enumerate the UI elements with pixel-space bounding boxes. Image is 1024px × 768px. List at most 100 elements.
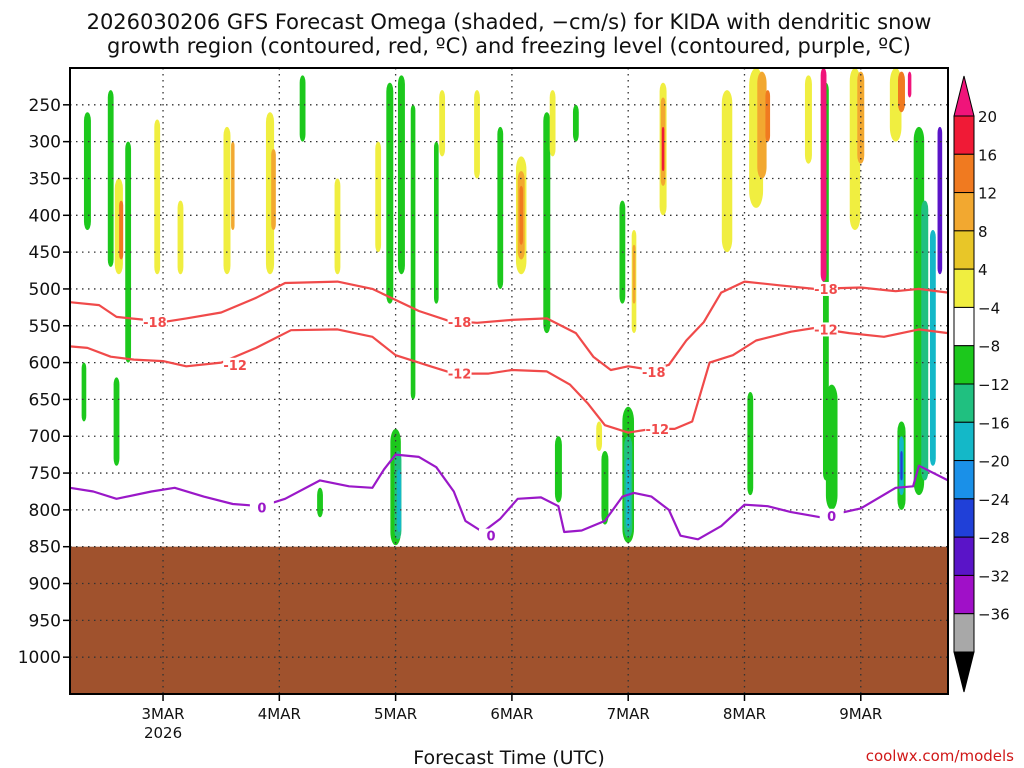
contour-label: -18 [642,366,666,381]
omega-shade-cell [474,90,480,179]
chart-title-line-2: growth region (contoured, red, ºC) and f… [107,34,911,58]
omega-shade-cell [397,469,402,532]
chart-title-line-1: 2026030206 GFS Forecast Omega (shaded, −… [87,10,932,34]
colorbar-label: 16 [978,146,997,164]
colorbar-swatch [953,498,975,538]
x-tick-label: 6MAR [490,705,533,723]
plot-area: -18 -18 -18 -18 -12 -12 -12 -12 0 0 0 250 300 350 400 4… [18,67,949,742]
omega-shade-cell [231,141,235,231]
colorbar-swatch [953,421,975,462]
colorbar-label: 4 [978,261,988,279]
omega-shade-cell [572,104,579,142]
omega-shade-cell [397,75,405,275]
omega-shade-cell [929,230,936,466]
contour-label-bg [142,315,167,330]
omega-shade-cell [113,377,120,466]
colorbar-label: −32 [978,567,1010,585]
contour-label: -12 [223,359,247,374]
omega-shade-cell [554,436,562,503]
y-tick-label: 550 [29,317,61,337]
site-credit: coolwx.com/models [866,747,1014,765]
colorbar-label: −8 [978,338,1000,356]
omega-shade-cell [900,450,903,481]
contour-label: -18 [143,316,167,331]
contour-label: 0 [827,510,836,525]
omega-shade-cell [820,68,827,282]
contour-label: -12 [646,423,670,438]
y-tick-label: 600 [29,354,61,374]
y-tick-label: 850 [29,538,61,558]
colorbar-swatch [953,536,975,576]
omega-shade-cell [625,458,631,529]
contour-label: -18 [448,316,472,331]
y-tick-label: 250 [29,96,61,116]
omega-shade-cell [299,75,306,142]
y-tick-label: 650 [29,390,61,410]
contour-label-bg [819,508,844,523]
colorbar-label: 12 [978,185,997,203]
omega-shade-cell [375,141,382,253]
plot-frame [69,67,949,695]
omega-shade-cell [907,71,912,98]
x-tick-label: 4MAR [258,705,301,723]
colorbar-swatch [953,153,975,194]
x-year-label: 2026 [144,724,182,742]
contour-label-bg [223,357,248,372]
omega-shade-cell [107,90,114,267]
omega-shade-cell [757,71,767,179]
y-tick-label: 500 [29,280,61,300]
contour-line [69,326,949,434]
contour-label: -12 [448,368,472,383]
colorbar-swatch [953,306,975,347]
omega-shade-cell [549,90,556,157]
omega-shade-cell [386,82,394,304]
colorbar-label: 8 [978,223,988,241]
omega-shade-cell [119,200,124,260]
y-tick-label: 400 [29,206,61,226]
contour-label-bg [813,322,838,337]
omega-shade-cell [747,392,754,496]
omega-shade-cell [897,71,905,113]
colorbar-swatch [953,613,975,653]
omega-shade-cell [125,141,132,363]
omega-shade-cell [433,141,439,304]
colorbar-swatch [953,192,975,232]
contour-line [69,280,949,372]
x-axis-label: Forecast Time (UTC) [413,747,604,768]
omega-shade-cell [921,200,929,481]
y-tick-label: 1000 [18,648,61,668]
colorbar-swatch [953,345,975,385]
omega-shade-cell [81,362,87,422]
y-tick-label: 450 [29,243,61,263]
colorbar-label: −28 [978,529,1010,547]
x-tick-label: 7MAR [607,705,650,723]
x-tick-label: 3MAR [141,705,184,723]
omega-shade-cell [497,126,504,289]
y-tick-label: 300 [29,133,61,153]
omega-shade-cell [543,112,551,334]
omega-shade-cell [804,75,812,164]
x-tick-label: 5MAR [374,705,417,723]
colorbar-label: −16 [978,414,1010,432]
contour-label: 0 [257,502,266,517]
y-tick-label: 800 [29,501,61,521]
contour-label: 0 [486,530,495,545]
omega-shade-cell [721,90,733,253]
omega-shade-cell [317,487,323,518]
contour-label: -12 [814,323,838,338]
x-tick-label: 9MAR [839,705,882,723]
contour-label-bg [641,365,666,380]
contour-label-bg [478,528,503,543]
colorbar: 20 16 12 8 4 −4 −8 −12 −16 −20 −24 −28 −32 −36 [953,75,1010,693]
omega-shade-cell [223,126,231,275]
colorbar-label: −36 [978,606,1010,624]
contour-label-bg [447,366,472,381]
colorbar-top-arrow [953,75,975,117]
contour-label-bg [645,421,670,436]
omega-shade-cell [154,119,161,275]
omega-shade-cell [825,384,838,510]
y-tick-label: 750 [29,464,61,484]
omega-shade-cell [334,178,341,275]
contour-label-bg [813,281,838,296]
omega-shade-cell [177,200,184,275]
